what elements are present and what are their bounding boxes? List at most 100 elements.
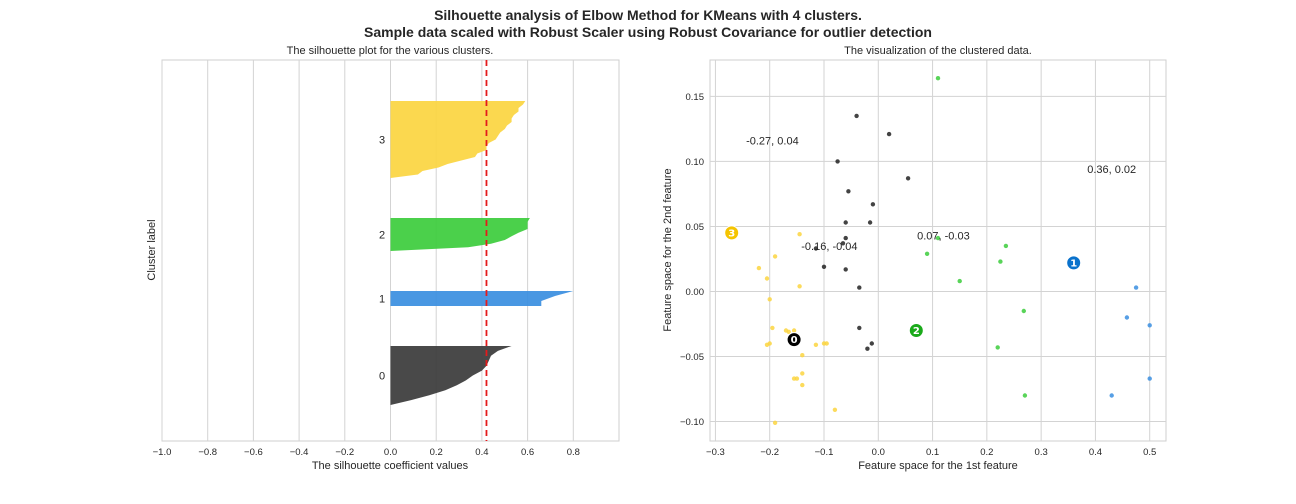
cluster-2-point xyxy=(1022,393,1028,398)
cluster-2-point xyxy=(935,235,941,241)
cluster-0-point xyxy=(869,341,874,346)
scatter-x-tick-label: 0.4 xyxy=(1089,447,1102,458)
scatter-x-tick-label: −0.1 xyxy=(815,447,834,458)
center-coordinate-annotation: -0.27, 0.04 xyxy=(746,136,799,148)
scatter-x-tick-label: 0.1 xyxy=(926,447,939,458)
cluster-0-point xyxy=(843,235,848,241)
silhouette-x-tick-label: 0.2 xyxy=(430,447,443,458)
cluster-0-point xyxy=(835,159,840,164)
cluster-3-point xyxy=(756,265,762,271)
cluster-center-0 xyxy=(786,332,802,348)
cluster-center-2 xyxy=(908,323,924,338)
cluster-0-point xyxy=(865,346,870,351)
cluster-0-point xyxy=(840,241,846,246)
cluster-0-point xyxy=(905,176,911,181)
cluster-3-point xyxy=(794,376,800,381)
scatter-x-tick-label: −0.3 xyxy=(706,447,725,458)
cluster-center-label: 1 xyxy=(1070,259,1077,270)
cluster-center-label: 0 xyxy=(791,335,798,346)
silhouette-plot: The silhouette plot for the various clus… xyxy=(146,45,620,472)
cluster-3-point xyxy=(772,254,778,259)
silhouette-x-tick-label: 0.0 xyxy=(384,447,397,458)
cluster-2-point xyxy=(935,76,941,81)
cluster-center-3 xyxy=(724,225,740,241)
cluster-3-point xyxy=(764,342,770,347)
silhouette-cluster-label: 2 xyxy=(379,230,385,242)
figure-title-line-2: Sample data scaled with Robust Scaler us… xyxy=(364,24,932,40)
cluster-0-point xyxy=(813,246,819,251)
silhouette-cluster-label: 1 xyxy=(379,294,385,306)
silhouette-x-tick-label: −0.8 xyxy=(198,447,217,458)
silhouette-x-tick-label: −0.2 xyxy=(335,447,354,458)
scatter-y-tick-label: −0.05 xyxy=(680,352,704,363)
cluster-3-point xyxy=(800,353,805,358)
cluster-2-point xyxy=(957,278,962,284)
cluster-3-point xyxy=(800,382,805,388)
cluster-3-point xyxy=(813,342,819,347)
figure-title-line-1: Silhouette analysis of Elbow Method for … xyxy=(434,7,862,23)
cluster-3-point xyxy=(764,276,770,281)
silhouette-cluster-label: 0 xyxy=(379,371,385,383)
cluster-center-label: 2 xyxy=(913,326,920,337)
cluster-center-1 xyxy=(1066,255,1082,271)
cluster-center-label: 3 xyxy=(728,229,735,240)
center-coordinate-annotation: 0.07, -0.03 xyxy=(917,231,970,243)
cluster-1-point xyxy=(1109,393,1114,398)
cluster-3-point xyxy=(824,341,829,346)
cluster-0-point xyxy=(854,113,859,119)
cluster-2-point xyxy=(995,345,1000,350)
cluster-2-point xyxy=(1003,243,1009,249)
cluster-0-point xyxy=(857,285,862,290)
cluster-3-point xyxy=(797,232,802,237)
cluster-scatter-plot: The visualization of the clustered data.… xyxy=(662,45,1167,472)
scatter-y-tick-label: 0.10 xyxy=(686,157,705,168)
scatter-y-tick-label: −0.10 xyxy=(680,417,704,428)
cluster-3-point xyxy=(772,420,778,425)
scatter-x-tick-label: 0.2 xyxy=(980,447,993,458)
cluster-3-point xyxy=(786,329,791,334)
cluster-3-point xyxy=(767,297,772,302)
cluster-1-point xyxy=(1124,315,1130,320)
silhouette-x-tick-label: −0.6 xyxy=(244,447,263,458)
cluster-1-point xyxy=(1133,285,1139,290)
silhouette-x-axis-label: The silhouette coefficient values xyxy=(312,460,469,472)
scatter-x-tick-label: 0.0 xyxy=(872,447,885,458)
cluster-2-point xyxy=(998,259,1003,264)
silhouette-cluster-0-fill xyxy=(390,346,512,405)
center-coordinate-annotation: 0.36, 0.02 xyxy=(1087,164,1136,176)
cluster-3-point xyxy=(791,328,797,333)
silhouette-plot-title: The silhouette plot for the various clus… xyxy=(287,45,494,57)
silhouette-x-tick-label: −1.0 xyxy=(153,447,172,458)
scatter-y-tick-label: 0.05 xyxy=(686,222,705,233)
cluster-0-point xyxy=(886,131,892,137)
silhouette-cluster-1-fill xyxy=(390,291,574,306)
scatter-y-tick-label: 0.15 xyxy=(686,92,705,103)
scatter-plot-title: The visualization of the clustered data. xyxy=(844,45,1032,57)
silhouette-x-tick-label: 0.6 xyxy=(521,447,534,458)
scatter-plot-area xyxy=(709,59,1167,442)
cluster-1-point xyxy=(1147,376,1152,381)
silhouette-x-tick-label: 0.8 xyxy=(567,447,580,458)
silhouette-cluster-3-fill xyxy=(390,101,526,178)
cluster-3-point xyxy=(800,371,805,376)
scatter-x-tick-label: 0.5 xyxy=(1143,447,1156,458)
cluster-0-point xyxy=(857,325,862,331)
cluster-2-point xyxy=(924,251,930,256)
cluster-0-point xyxy=(867,220,873,225)
silhouette-x-tick-label: 0.4 xyxy=(475,447,488,458)
silhouette-x-tick-label: −0.4 xyxy=(290,447,309,458)
cluster-3-point xyxy=(797,284,802,289)
silhouette-cluster-2-fill xyxy=(390,218,530,251)
scatter-x-axis-label: Feature space for the 1st feature xyxy=(858,460,1018,472)
cluster-0-point xyxy=(846,189,851,194)
cluster-2-point xyxy=(1021,308,1026,314)
scatter-y-axis-label: Feature space for the 2nd feature xyxy=(662,168,674,331)
cluster-0-point xyxy=(870,202,876,207)
cluster-0-point xyxy=(821,264,827,269)
cluster-1-point xyxy=(1147,323,1152,328)
cluster-0-point xyxy=(843,220,848,225)
scatter-y-tick-label: 0.00 xyxy=(686,287,705,298)
cluster-3-point xyxy=(770,325,775,331)
silhouette-y-axis-label: Cluster label xyxy=(146,219,158,280)
